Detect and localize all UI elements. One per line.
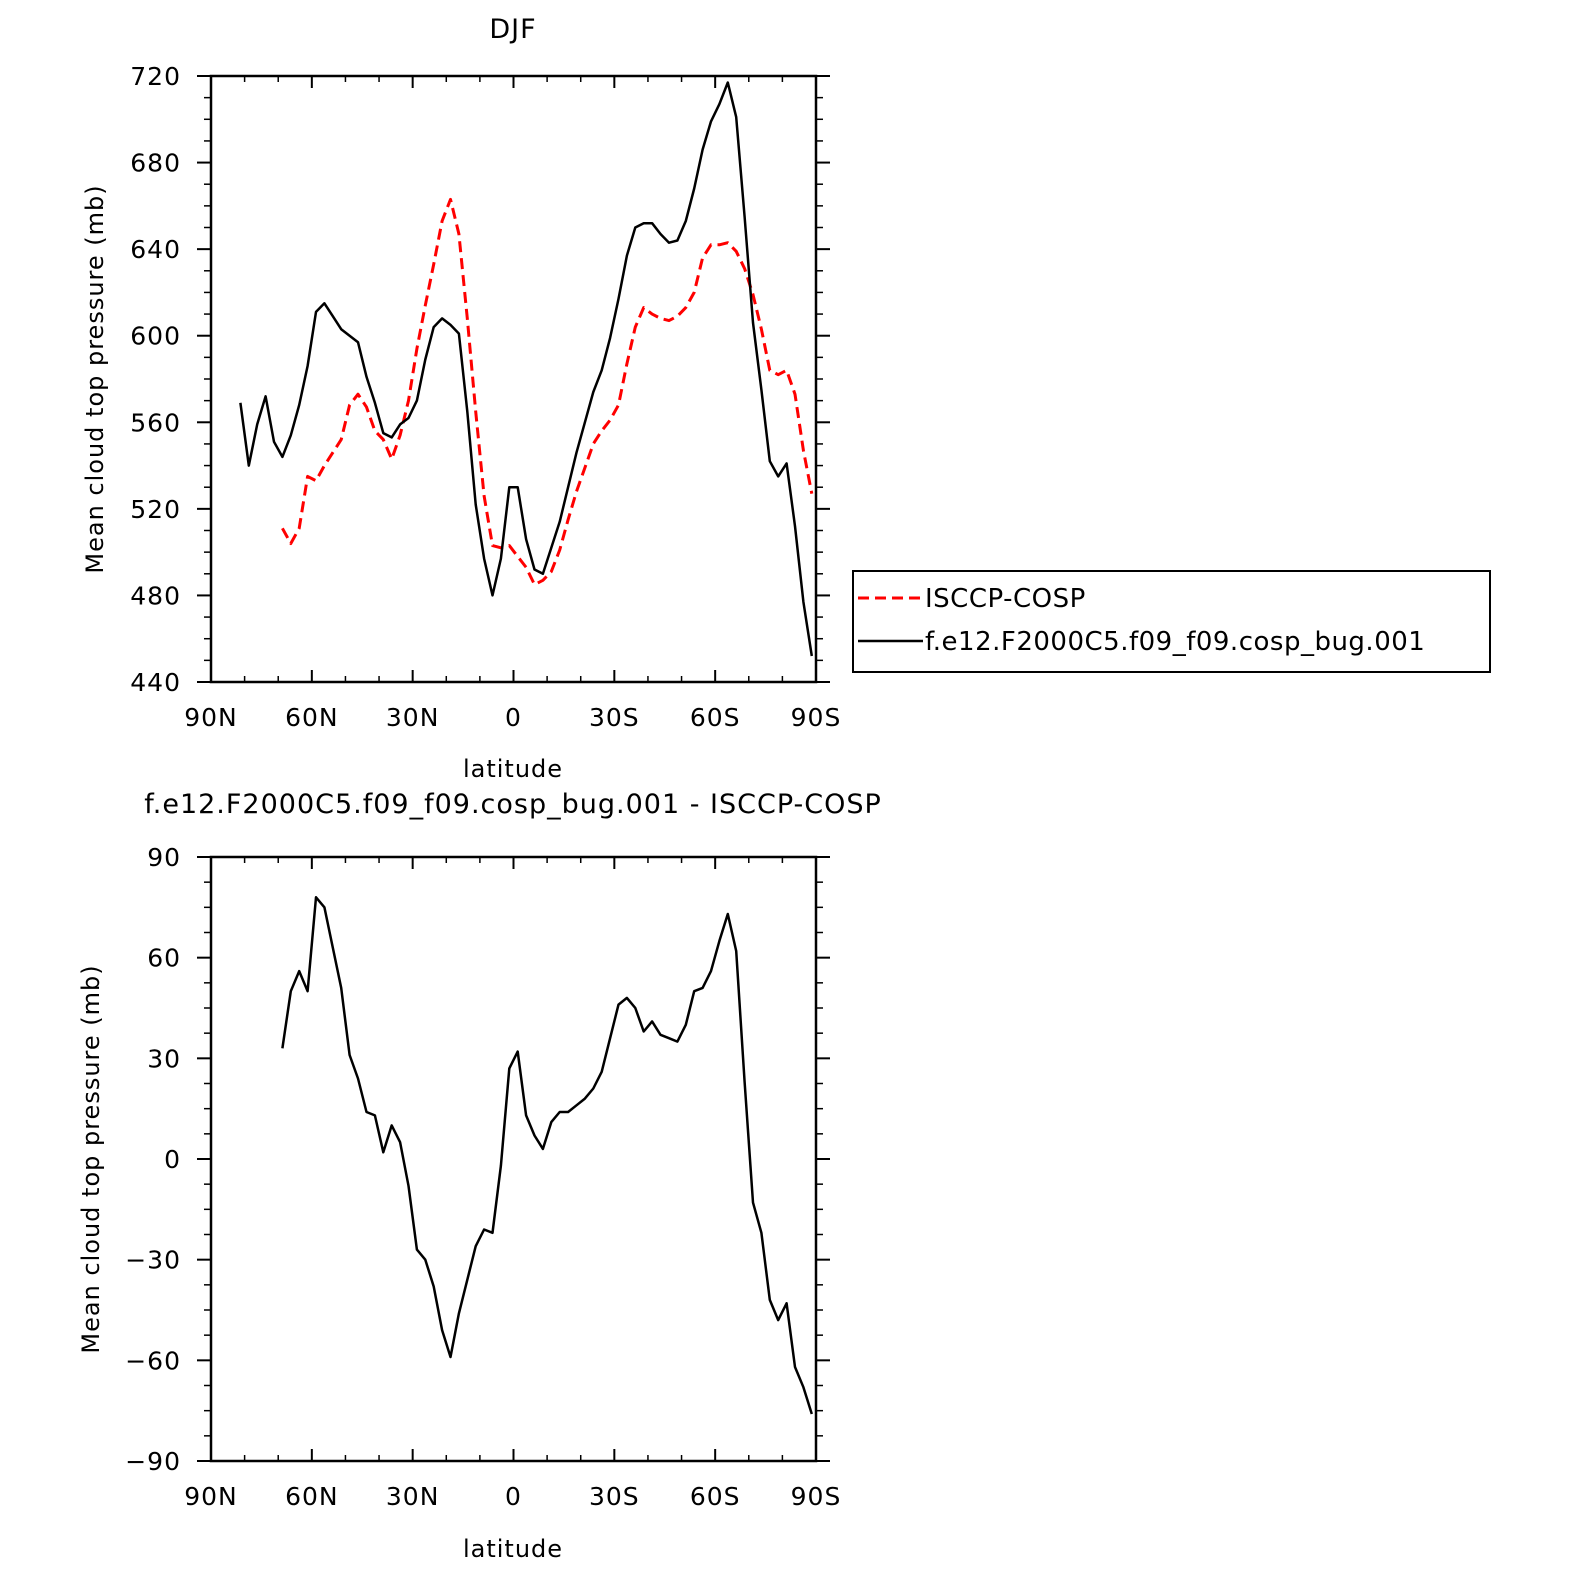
x-tick-label-bottom: 90S: [791, 1482, 842, 1511]
y-tick-label-bottom: −30: [125, 1246, 181, 1275]
x-tick-label-bottom: 60S: [690, 1482, 741, 1511]
series-line-top-0: [281, 197, 814, 587]
chart-bottom: f.e12.F2000C5.f09_f09.cosp_bug.001 - ISC…: [77, 789, 882, 1563]
x-tick-label-top: 60N: [285, 703, 339, 732]
legend: ISCCP-COSP f.e12.F2000C5.f09_f09.cosp_bu…: [852, 570, 1491, 673]
legend-box: [852, 570, 1491, 673]
y-tick-label-bottom: −90: [125, 1447, 181, 1476]
legend-label-model: f.e12.F2000C5.f09_f09.cosp_bug.001: [925, 627, 1425, 657]
y-tick-label-bottom: −60: [125, 1346, 181, 1375]
x-tick-label-bottom: 0: [505, 1482, 522, 1511]
y-tick-label-top: 600: [130, 322, 181, 351]
x-tick-label-top: 90S: [791, 703, 842, 732]
x-axis-title-bottom: latitude: [463, 1535, 563, 1563]
y-tick-label-top: 560: [130, 408, 181, 437]
y-tick-label-top: 480: [130, 581, 181, 610]
chart-title-bottom: f.e12.F2000C5.f09_f09.cosp_bug.001 - ISC…: [144, 789, 882, 820]
y-axis-title-top: Mean cloud top pressure (mb): [81, 184, 109, 573]
y-tick-label-top: 440: [130, 668, 181, 697]
x-tick-label-top: 30S: [589, 703, 640, 732]
y-axis-title-bottom: Mean cloud top pressure (mb): [77, 964, 105, 1353]
x-tick-label-top: 90N: [184, 703, 238, 732]
y-tick-label-bottom: 30: [147, 1044, 181, 1073]
x-tick-label-bottom: 90N: [184, 1482, 238, 1511]
legend-label-isccp: ISCCP-COSP: [925, 584, 1086, 614]
y-tick-label-bottom: 60: [147, 944, 181, 973]
plot-frame-top: [209, 74, 818, 684]
top-tick-layer: 90N 60N 30N 0 30S 60S 90S 440 480 520 560 600 640 680…: [130, 62, 842, 732]
bottom-series-layer: [281, 896, 813, 1415]
x-tick-label-bottom: 60N: [285, 1482, 339, 1511]
bottom-tick-layer: 90N 60N 30N 0 30S 60S 90S −90 −60 −30 0 30 60 90: [125, 843, 842, 1511]
chart-top: DJF 90N 60N 30N 0 30S 60S 90S 440 480 520 560 600 64…: [81, 14, 842, 783]
series-line-top-1: [239, 81, 814, 657]
x-tick-label-top: 30N: [386, 703, 440, 732]
y-tick-label-top: 640: [130, 235, 181, 264]
series-line-bottom-0: [281, 896, 813, 1415]
y-tick-label-bottom: 0: [164, 1145, 181, 1174]
x-tick-label-top: 0: [505, 703, 522, 732]
y-tick-label-top: 520: [130, 495, 181, 524]
plot-frame-bottom: [209, 855, 818, 1463]
x-tick-label-bottom: 30N: [386, 1482, 440, 1511]
x-axis-title-top: latitude: [463, 755, 563, 783]
top-series-layer: [239, 81, 814, 657]
y-tick-label-top: 720: [130, 62, 181, 91]
y-tick-label-bottom: 90: [147, 843, 181, 872]
x-tick-label-top: 60S: [690, 703, 741, 732]
y-tick-label-top: 680: [130, 149, 181, 178]
chart-title-top: DJF: [489, 14, 536, 45]
x-tick-label-bottom: 30S: [589, 1482, 640, 1511]
